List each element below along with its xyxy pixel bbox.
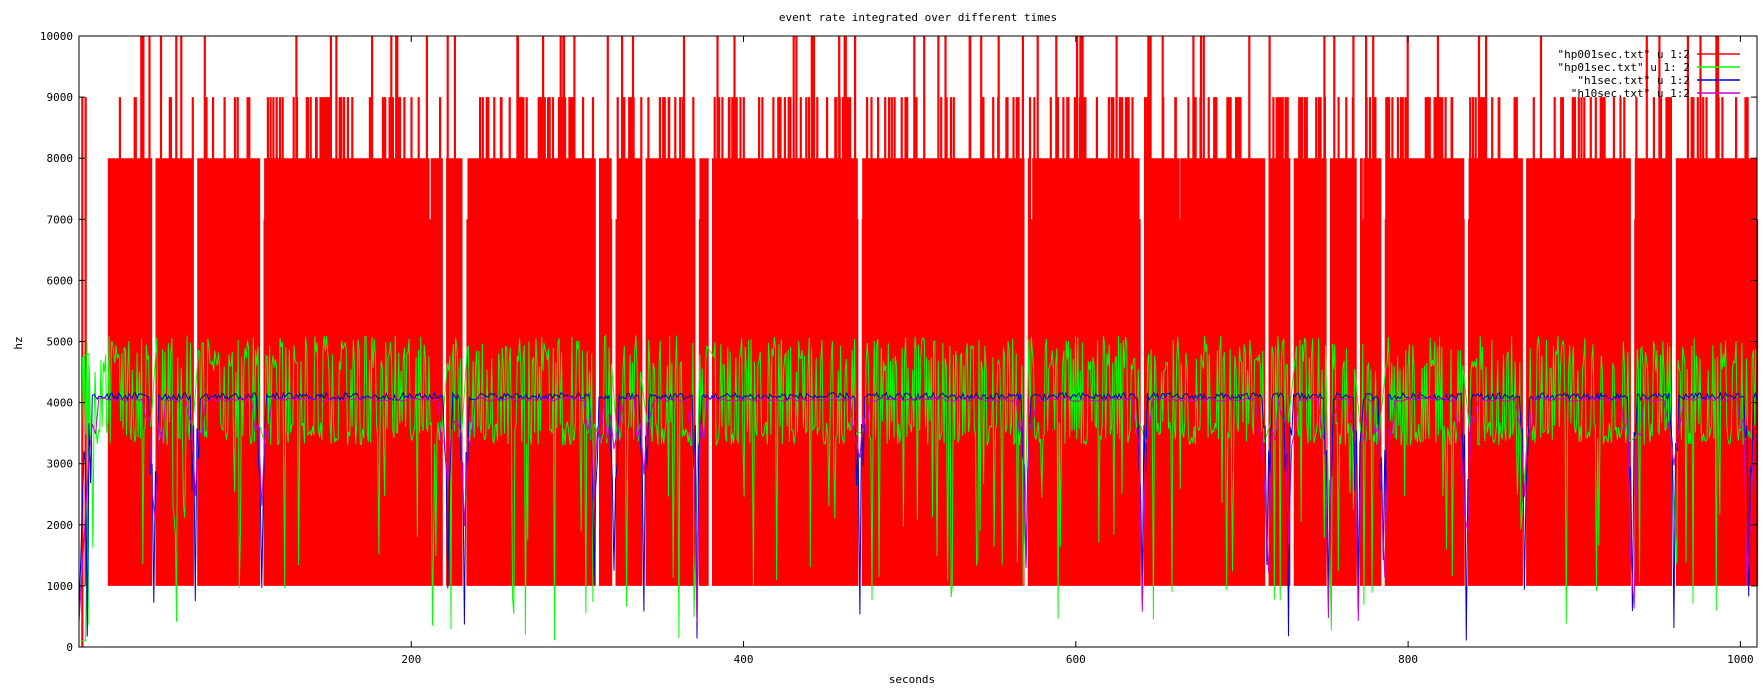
- x-tick-label: 200: [401, 653, 421, 666]
- x-tick-label: 1000: [1727, 653, 1754, 666]
- x-tick-label: 400: [734, 653, 754, 666]
- y-tick-label: 5000: [47, 336, 74, 349]
- chart-title: event rate integrated over different tim…: [779, 11, 1057, 24]
- legend: "hp001sec.txt" u 1:2"hp01sec.txt" u 1: 2…: [1558, 48, 1740, 100]
- y-tick-label: 2000: [47, 519, 74, 532]
- y-axis-label: hz: [12, 336, 25, 349]
- y-tick-label: 3000: [47, 458, 74, 471]
- y-tick-label: 8000: [47, 152, 74, 165]
- series-layer: [78, 36, 1759, 647]
- y-tick-label: 7000: [47, 213, 74, 226]
- y-tick-label: 6000: [47, 274, 74, 287]
- y-tick-label: 0: [66, 641, 73, 654]
- legend-label: "h10sec.txt" u 1:2: [1571, 87, 1690, 100]
- series-hp01sec: [80, 334, 1757, 642]
- x-tick-label: 800: [1398, 653, 1418, 666]
- legend-label: "hp01sec.txt" u 1: 2: [1558, 61, 1690, 74]
- ticks-layer: 0 1000 2000 3000 4000 5000 6000 7000 8000 9000 100…: [40, 30, 1757, 666]
- legend-label: "hp001sec.txt" u 1:2: [1558, 48, 1690, 61]
- series-hp001sec: [81, 36, 1759, 647]
- y-tick-label: 10000: [40, 30, 73, 43]
- legend-label: "h1sec.txt" u 1:2: [1577, 74, 1690, 87]
- x-tick-label: 600: [1066, 653, 1086, 666]
- y-tick-label: 4000: [47, 397, 74, 410]
- series-h10sec: [78, 396, 1758, 623]
- y-tick-label: 9000: [47, 91, 74, 104]
- y-tick-label: 1000: [47, 580, 74, 593]
- x-axis-label: seconds: [889, 673, 935, 686]
- series-h1sec: [78, 390, 1758, 641]
